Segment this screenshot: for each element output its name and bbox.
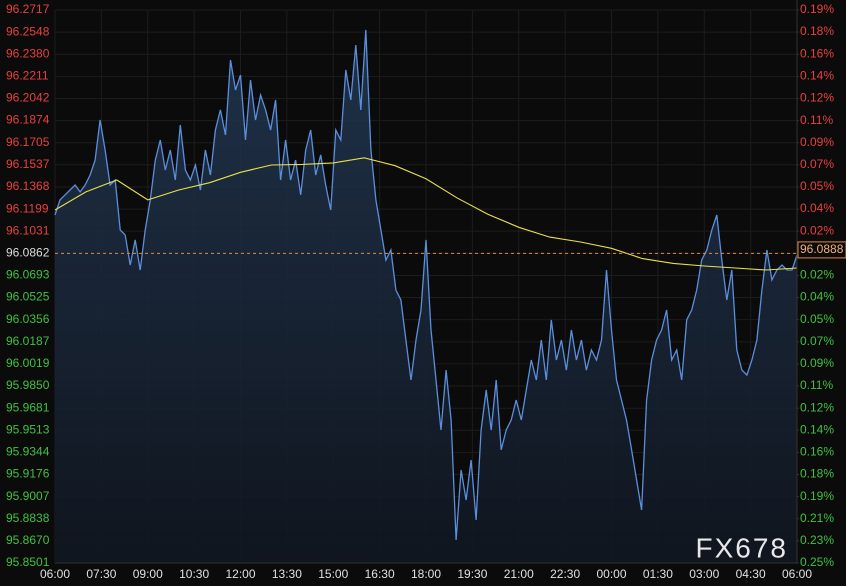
y-tick-label: 96.2380 (6, 46, 50, 60)
y2-tick-label: 0.02% (800, 268, 834, 282)
y-tick-label: 95.9007 (6, 489, 50, 503)
y-tick-label: 96.1031 (6, 223, 50, 237)
x-tick-label: 18:00 (411, 567, 441, 581)
x-tick-label: 09:00 (133, 567, 163, 581)
y-tick-label: 95.9850 (6, 378, 50, 392)
y-tick-label: 96.2211 (6, 69, 49, 83)
y2-tick-label: 0.02% (800, 223, 834, 237)
last-price-box (797, 241, 846, 259)
y-tick-label: 96.1705 (6, 135, 50, 149)
y2-tick-label: 0.05% (800, 312, 834, 326)
y2-tick-label: 0.19% (800, 489, 834, 503)
x-tick-label: 22:30 (550, 567, 580, 581)
watermark: FX678 (696, 532, 789, 563)
y-tick-label: 95.9681 (6, 400, 50, 414)
x-tick-label: 21:00 (504, 567, 534, 581)
x-tick-label: 06:00 (782, 567, 812, 581)
area-fill (55, 29, 797, 563)
x-tick-label: 06:00 (40, 567, 70, 581)
y2-tick-label: 0.12% (800, 91, 834, 105)
y-tick-label: 96.0525 (6, 290, 50, 304)
y-tick-label: 96.2548 (6, 24, 50, 38)
y2-tick-label: 0.16% (800, 46, 834, 60)
y2-tick-label: 0.11% (800, 378, 833, 392)
y-tick-label: 96.1199 (6, 201, 49, 215)
y-tick-label: 96.1874 (6, 113, 50, 127)
y-tick-label: 96.0019 (6, 356, 50, 370)
x-tick-label: 00:00 (596, 567, 626, 581)
x-tick-label: 01:30 (643, 567, 673, 581)
y2-tick-label: 0.04% (800, 290, 834, 304)
y-tick-label: 96.1368 (6, 179, 50, 193)
last-price-label: 96.0888 (800, 242, 844, 256)
y2-tick-label: 0.11% (800, 113, 833, 127)
y-tick-label: 96.1537 (6, 157, 50, 171)
y2-tick-label: 0.14% (800, 69, 834, 83)
y-tick-label: 96.2042 (6, 91, 50, 105)
x-tick-label: 04:30 (736, 567, 766, 581)
x-tick-label: 10:30 (179, 567, 209, 581)
x-tick-label: 07:30 (86, 567, 116, 581)
y2-tick-label: 0.25% (800, 555, 834, 569)
y2-tick-label: 0.18% (800, 467, 834, 481)
y2-tick-label: 0.18% (800, 24, 834, 38)
y-tick-label: 95.8501 (6, 555, 50, 569)
y2-tick-label: 0.19% (800, 2, 834, 16)
x-tick-label: 15:00 (318, 567, 348, 581)
y-tick-label: 96.0862 (6, 245, 50, 259)
price-line (54, 157, 798, 271)
x-tick-label: 03:00 (689, 567, 719, 581)
y-tick-label: 95.8838 (6, 511, 50, 525)
x-tick-label: 16:30 (365, 567, 395, 581)
x-tick-label: 19:30 (457, 567, 487, 581)
y2-tick-label: 0.09% (800, 135, 834, 149)
y2-tick-label: 0.07% (800, 157, 834, 171)
y-tick-label: 95.8670 (6, 533, 50, 547)
x-tick-label: 13:30 (272, 567, 302, 581)
y-tick-label: 95.9344 (6, 445, 50, 459)
y2-tick-label: 0.21% (800, 511, 834, 525)
y2-tick-label: 0.23% (800, 533, 834, 547)
y-tick-label: 95.9176 (6, 467, 50, 481)
y2-tick-label: 0.09% (800, 356, 834, 370)
y2-tick-label: 0.07% (800, 334, 834, 348)
y-tick-label: 96.0187 (6, 334, 50, 348)
price-line (54, 29, 798, 541)
y2-tick-label: 0.05% (800, 179, 834, 193)
y2-tick-label: 0.16% (800, 445, 834, 459)
x-tick-label: 12:00 (225, 567, 255, 581)
y-tick-label: 96.0356 (6, 312, 50, 326)
y2-tick-label: 0.12% (800, 400, 834, 414)
y-tick-label: 95.9513 (6, 422, 50, 436)
y2-tick-label: 0.04% (800, 201, 834, 215)
y2-tick-label: 0.14% (800, 422, 834, 436)
y-tick-label: 96.0693 (6, 268, 50, 282)
y-tick-label: 96.2717 (6, 2, 50, 16)
